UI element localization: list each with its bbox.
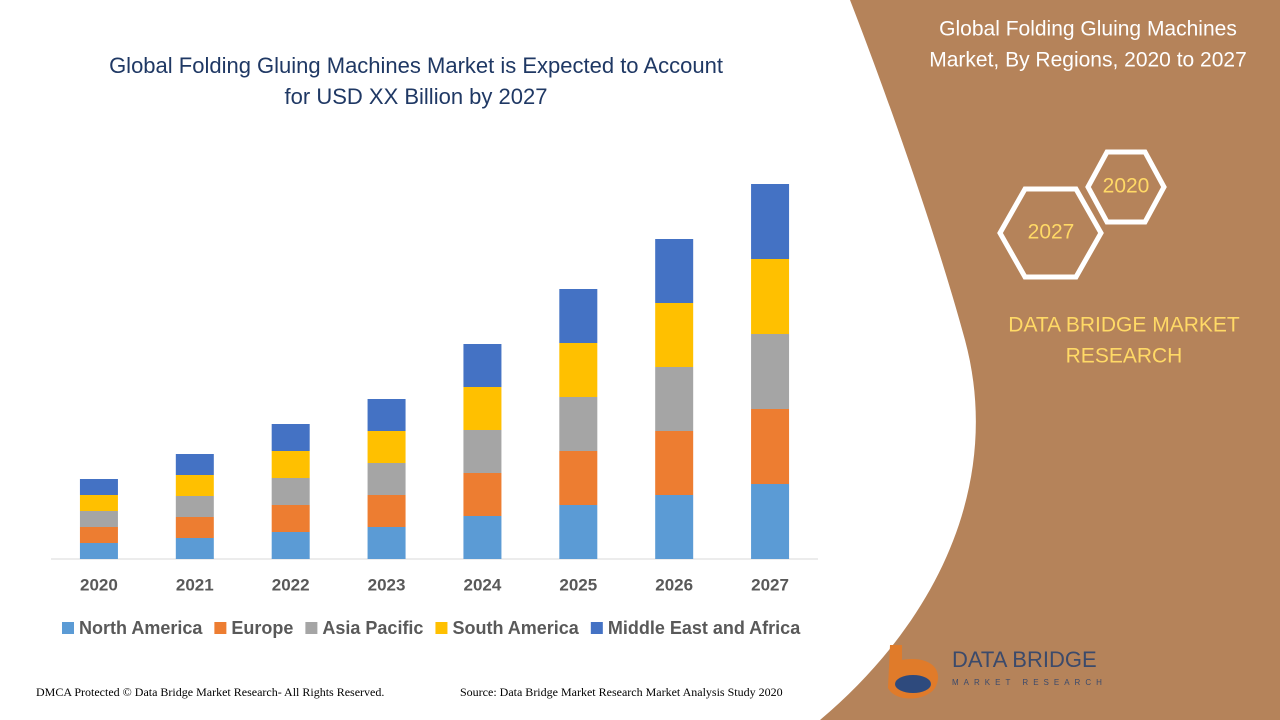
bar-segment bbox=[175, 496, 214, 517]
bar-segment bbox=[559, 397, 598, 451]
bar-segment bbox=[655, 367, 694, 431]
x-tick-label: 2026 bbox=[655, 575, 693, 594]
bar-segment bbox=[751, 409, 790, 484]
bar-segment bbox=[559, 343, 598, 397]
side-title-line: Global Folding Gluing Machines bbox=[939, 18, 1237, 41]
bar-segment bbox=[463, 430, 502, 473]
bar-segment bbox=[367, 527, 406, 559]
bar-segment bbox=[271, 451, 310, 478]
bar-segment bbox=[367, 495, 406, 527]
legend-label: Europe bbox=[231, 618, 293, 638]
footer-right: Source: Data Bridge Market Research Mark… bbox=[460, 685, 783, 699]
bar-segment bbox=[175, 538, 214, 559]
legend-label: Asia Pacific bbox=[322, 618, 423, 638]
bar-segment bbox=[751, 184, 790, 259]
x-tick-label: 2027 bbox=[751, 575, 789, 594]
bar-segment bbox=[79, 511, 118, 527]
hexagon bbox=[1085, 149, 1167, 225]
legend-label: Middle East and Africa bbox=[608, 618, 801, 638]
bar-segment bbox=[655, 495, 694, 559]
logo-mark bbox=[895, 675, 931, 693]
bar-segment bbox=[79, 479, 118, 495]
bar-segment bbox=[655, 303, 694, 367]
bar-segment bbox=[463, 473, 502, 516]
legend-swatch bbox=[214, 622, 227, 634]
bar-segment bbox=[559, 289, 598, 343]
bar-segment bbox=[655, 239, 694, 303]
bar-segment bbox=[175, 475, 214, 496]
bar-segment bbox=[271, 505, 310, 532]
bar-segment bbox=[271, 532, 310, 559]
side-panel bbox=[820, 0, 1280, 720]
x-tick-label: 2021 bbox=[176, 575, 214, 594]
bar-segment bbox=[751, 259, 790, 334]
bar-segment bbox=[751, 334, 790, 409]
bar-segment bbox=[79, 543, 118, 559]
chart-title: Global Folding Gluing Machines Market is… bbox=[109, 53, 723, 109]
legend-swatch bbox=[435, 622, 448, 634]
legend-label: South America bbox=[452, 618, 579, 638]
bar-segment bbox=[751, 484, 790, 559]
bar-segment bbox=[463, 344, 502, 387]
x-tick-label: 2023 bbox=[368, 575, 406, 594]
logo: DATA BRIDGE MARKET RESEARCH bbox=[888, 645, 1107, 699]
bar-segment bbox=[175, 454, 214, 475]
x-tick-label: 2020 bbox=[80, 575, 118, 594]
bar-segment bbox=[559, 451, 598, 505]
bar-segment bbox=[367, 463, 406, 495]
brand-line: DATA BRIDGE MARKET bbox=[1008, 314, 1240, 337]
plot: 2020 2021 2022 2023 2024 2025 2026 2027 North Am… bbox=[62, 184, 801, 638]
side-title: Global Folding Gluing Machines Market, B… bbox=[929, 18, 1247, 72]
bar-segment bbox=[463, 516, 502, 559]
x-tick-label: 2025 bbox=[559, 575, 597, 594]
legend-label: North America bbox=[79, 618, 203, 638]
hexagons bbox=[997, 149, 1167, 280]
hex-label: 2027 bbox=[1028, 221, 1075, 244]
bar-segment bbox=[175, 517, 214, 538]
bar-segment bbox=[79, 527, 118, 543]
bar-segment bbox=[271, 424, 310, 451]
bar-segment bbox=[463, 387, 502, 430]
side-title-line: Market, By Regions, 2020 to 2027 bbox=[929, 49, 1247, 72]
x-tick-label: 2022 bbox=[272, 575, 310, 594]
x-tick-label: 2024 bbox=[464, 575, 502, 594]
bar-segment bbox=[559, 505, 598, 559]
bar-segment bbox=[367, 399, 406, 431]
logo-tagline: MARKET RESEARCH bbox=[952, 678, 1107, 687]
title-line: for USD XX Billion by 2027 bbox=[285, 84, 548, 109]
brand-line: RESEARCH bbox=[1066, 345, 1183, 368]
legend-swatch bbox=[590, 622, 603, 634]
legend-swatch bbox=[305, 622, 318, 634]
bar-segment bbox=[271, 478, 310, 505]
bar-segment bbox=[655, 431, 694, 495]
logo-name: DATA BRIDGE bbox=[952, 647, 1097, 672]
hex-label: 2020 bbox=[1103, 175, 1150, 198]
title-line: Global Folding Gluing Machines Market is… bbox=[109, 53, 723, 78]
bar-segment bbox=[79, 495, 118, 511]
legend-swatch bbox=[62, 622, 74, 634]
bar-segment bbox=[367, 431, 406, 463]
hexagon bbox=[997, 186, 1104, 280]
footer-left: DMCA Protected © Data Bridge Market Rese… bbox=[36, 685, 384, 699]
